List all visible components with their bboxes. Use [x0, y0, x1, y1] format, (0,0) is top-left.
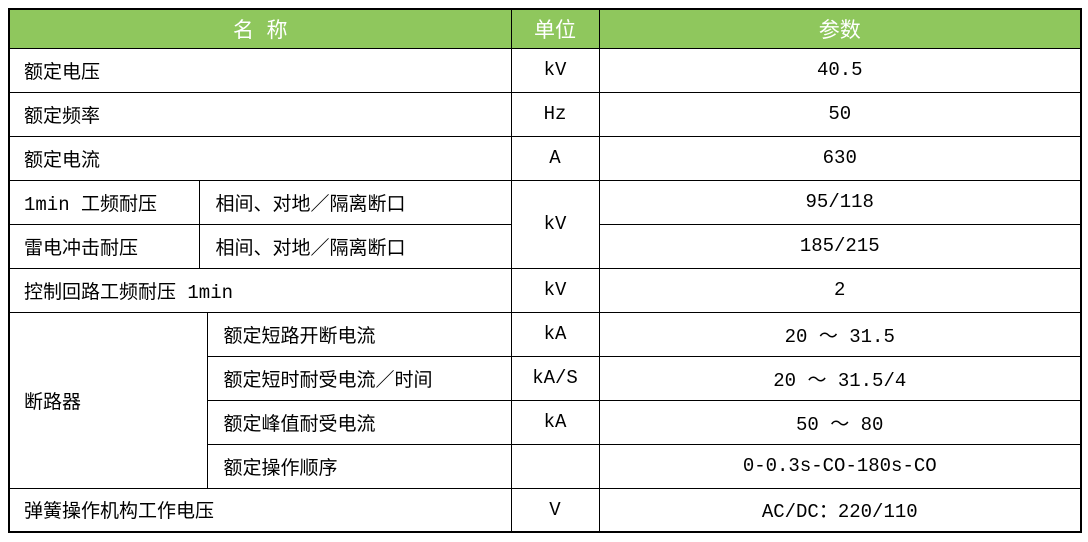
row-short-time-current: 额定短时耐受电流／时间 kA/S 20 ～ 31.5/4	[9, 355, 1082, 401]
param-cell: 20 ～ 31.5	[598, 311, 1082, 357]
param-cell: 630	[598, 135, 1082, 181]
sub-name-cell: 相间、对地／隔离断口	[198, 223, 512, 269]
param-cell: 2	[598, 267, 1082, 313]
param-cell: 0-0.3s-CO-180s-CO	[598, 443, 1082, 489]
sub-name-cell: 额定短时耐受电流／时间	[206, 355, 512, 401]
param-cell: AC/DC：220/110	[598, 487, 1082, 533]
name-cell: 额定电流	[8, 135, 512, 181]
sub-name-cell: 额定操作顺序	[206, 443, 512, 489]
param-cell: 40.5	[598, 47, 1082, 93]
header-row: 名 称 单位 参数	[8, 8, 1082, 49]
header-param: 参数	[598, 8, 1082, 49]
breaker-group-cell: 断路器	[8, 311, 208, 489]
row-operating-sequence: 额定操作顺序 0-0.3s-CO-180s-CO	[9, 443, 1082, 489]
spec-table: 名 称 单位 参数 额定电压 kV 40.5 额定频率 Hz 50 额定电流 A…	[8, 8, 1082, 533]
sub-name-cell: 额定峰值耐受电流	[206, 399, 512, 445]
sub-name-cell: 额定短路开断电流	[206, 311, 512, 357]
sub-name-cell: 相间、对地／隔离断口	[198, 179, 512, 225]
unit-cell: kA	[510, 399, 600, 445]
unit-cell: kA	[510, 311, 600, 357]
name-cell: 雷电冲击耐压	[8, 223, 200, 269]
unit-cell: kV	[510, 267, 600, 313]
param-cell: 95/118	[598, 179, 1082, 225]
name-cell: 控制回路工频耐压 1min	[8, 267, 512, 313]
param-cell: 20 ～ 31.5/4	[598, 355, 1082, 401]
row-lightning-impulse: 雷电冲击耐压 相间、对地／隔离断口 185/215	[8, 223, 1082, 269]
row-spring-mechanism: 弹簧操作机构工作电压 V AC/DC：220/110	[8, 487, 1082, 533]
row-rated-current: 额定电流 A 630	[8, 135, 1082, 181]
row-breaking-current: 断路器 额定短路开断电流 kA 20 ～ 31.5	[8, 311, 1082, 489]
unit-cell: kA/S	[510, 355, 600, 401]
unit-cell: kV	[510, 47, 600, 93]
row-power-freq-withstand: 1min 工频耐压 相间、对地／隔离断口 kV 95/118	[8, 179, 1082, 269]
row-control-circuit: 控制回路工频耐压 1min kV 2	[8, 267, 1082, 313]
unit-cell-empty	[510, 443, 600, 489]
param-cell: 185/215	[598, 223, 1082, 269]
unit-cell: V	[510, 487, 600, 533]
name-cell: 额定频率	[8, 91, 512, 137]
row-peak-current: 额定峰值耐受电流 kA 50 ～ 80	[9, 399, 1082, 445]
unit-cell: Hz	[510, 91, 600, 137]
unit-cell: A	[510, 135, 600, 181]
name-cell: 额定电压	[8, 47, 512, 93]
row-rated-frequency: 额定频率 Hz 50	[8, 91, 1082, 137]
row-rated-voltage: 额定电压 kV 40.5	[8, 47, 1082, 93]
header-name: 名 称	[8, 8, 512, 49]
header-unit: 单位	[510, 8, 600, 49]
name-cell: 弹簧操作机构工作电压	[8, 487, 512, 533]
unit-cell-merged: kV	[510, 179, 600, 269]
param-cell: 50 ～ 80	[598, 399, 1082, 445]
param-cell: 50	[598, 91, 1082, 137]
name-cell: 1min 工频耐压	[8, 179, 200, 225]
